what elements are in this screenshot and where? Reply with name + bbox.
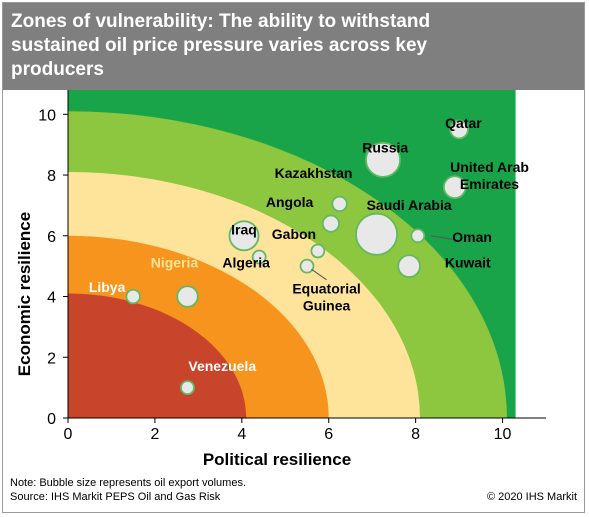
footer-source: Source: IHS Markit PEPS Oil and Gas Risk	[10, 491, 221, 503]
x-tick-label: 10	[494, 426, 512, 443]
data-label-angola: Angola	[266, 194, 314, 210]
bubble-saudi-arabia	[355, 212, 398, 256]
leader-line-1	[311, 268, 327, 281]
data-label-nigeria: Nigeria	[151, 255, 199, 271]
title-bar: Zones of vulnerability: The ability to w…	[3, 3, 584, 90]
bubble-russia	[365, 141, 402, 178]
data-label-saudi-arabia: Saudi Arabia	[367, 197, 452, 213]
footer-copyright: © 2020 IHS Markit	[486, 491, 577, 503]
y-tick-label: 6	[47, 229, 56, 246]
bubble-equatorial-guinea	[299, 258, 315, 274]
zone-arc-4	[68, 293, 247, 418]
data-label-oman: Oman	[452, 229, 492, 245]
bubble-venezuela	[180, 380, 195, 396]
bubble-united-arab-emirates	[442, 175, 467, 199]
y-axis-label: Economic resilience	[15, 212, 34, 376]
bubble-libya	[125, 288, 141, 305]
chart-title-line-3: producers	[11, 59, 104, 80]
x-tick-label: 8	[411, 426, 420, 443]
data-label-gabon: Gabon	[272, 226, 316, 242]
x-axis-label: Political resilience	[203, 450, 351, 469]
bubble-oman	[410, 228, 426, 244]
x-tick-label: 4	[237, 426, 246, 443]
data-label-kazakhstan: Kazakhstan	[275, 165, 353, 181]
bubble-kazakhstan	[331, 195, 348, 213]
data-label-kuwait: Kuwait	[445, 255, 491, 271]
footer-note: Note: Bubble size represents oil export …	[10, 477, 247, 489]
x-tick-label: 6	[324, 426, 333, 443]
x-tick-label: 2	[150, 426, 159, 443]
data-label-united-arab-emirates: United Arab Emirates	[450, 159, 529, 192]
chart-title-line-2: sustained oil price pressure varies acro…	[11, 35, 428, 56]
data-label-venezuela: Venezuela	[188, 358, 256, 374]
bubble-angola	[321, 214, 340, 233]
data-label-algeria: Algeria	[222, 255, 270, 271]
data-label-libya: Libya	[89, 279, 126, 295]
y-tick-label: 8	[47, 168, 56, 185]
data-label-iraq: Iraq	[231, 221, 257, 237]
data-label-russia: Russia	[362, 139, 408, 155]
chart-title-line-1: Zones of vulnerability: The ability to w…	[11, 11, 431, 32]
bubble-qatar	[449, 119, 469, 140]
bubble-nigeria	[176, 285, 199, 308]
figure-frame	[2, 2, 585, 513]
leader-line-0	[430, 235, 460, 241]
y-tick-label: 0	[47, 411, 56, 428]
bubble-gabon	[310, 243, 326, 259]
bubble-kuwait	[397, 254, 421, 278]
x-tick-label: 0	[64, 426, 73, 443]
data-label-equatorial-guinea: Equatorial Guinea	[292, 280, 360, 313]
y-tick-label: 2	[47, 350, 56, 367]
data-label-qatar: Qatar	[445, 115, 482, 131]
bubble-algeria	[251, 249, 267, 265]
y-tick-label: 4	[47, 290, 56, 307]
bubble-iraq	[228, 220, 260, 252]
y-tick-label: 10	[38, 107, 56, 124]
